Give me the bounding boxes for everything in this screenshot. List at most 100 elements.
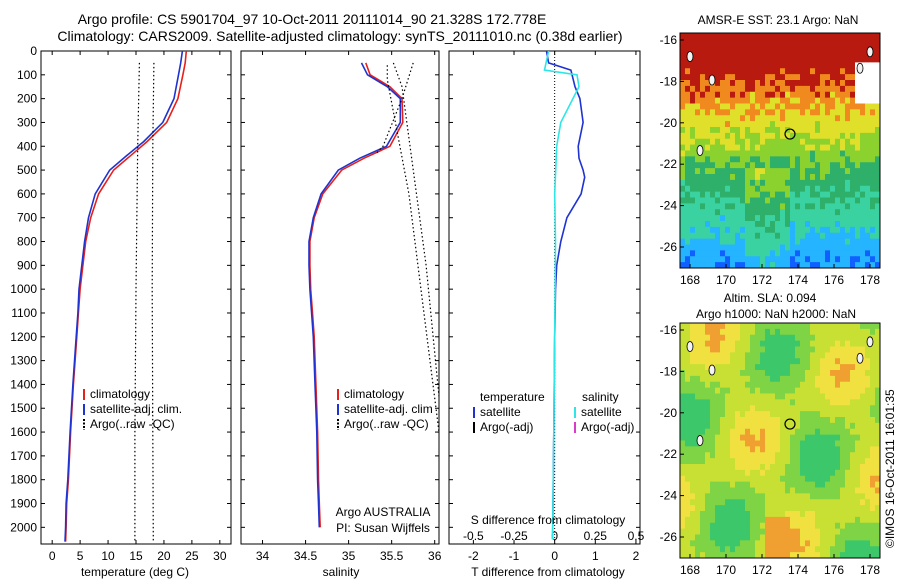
legend-label: Argo(..raw -QC) xyxy=(90,417,175,431)
map-x-tick-label: 178 xyxy=(860,563,880,577)
figure-title-line2: Climatology: CARS2009. Satellite-adjuste… xyxy=(57,28,622,44)
argo-annotation-line2: PI: Susan Wijffels xyxy=(336,521,430,535)
island-shape xyxy=(686,51,694,62)
legend-label: Argo(..raw -QC) xyxy=(344,417,429,431)
map-x-tick-label: 176 xyxy=(824,273,844,287)
map-y-tick-label: -20 xyxy=(660,406,678,420)
map-x-tick-label: 168 xyxy=(680,273,700,287)
map-y-tick-label: -22 xyxy=(660,447,678,461)
x-tick-label: 10 xyxy=(101,549,115,563)
map-field xyxy=(680,33,881,269)
depth-tick-label: 1700 xyxy=(10,449,37,463)
depth-tick-label: 1600 xyxy=(10,425,37,439)
island-shape xyxy=(686,341,694,352)
map-x-tick-label: 174 xyxy=(788,273,808,287)
map-x-tick-label: 172 xyxy=(752,273,772,287)
map-x-tick-label: 170 xyxy=(716,273,736,287)
legend-label: satellite xyxy=(480,405,521,419)
x-tick-label: 0 xyxy=(551,549,558,563)
x-tick-label: 1 xyxy=(592,549,599,563)
map-y-tick-label: -18 xyxy=(660,364,678,378)
island-shape xyxy=(856,352,864,364)
argo-location-marker xyxy=(784,128,796,140)
legend-label: Argo(-adj) xyxy=(480,420,533,434)
island-shape xyxy=(856,62,864,74)
map-x-tick-label: 174 xyxy=(788,563,808,577)
island-shape xyxy=(866,336,874,348)
depth-tick-label: 0 xyxy=(30,44,37,58)
legend-label: satellite-adj. clim xyxy=(344,402,433,416)
series-line-argo-raw-qc- xyxy=(386,65,439,433)
island-shape xyxy=(708,74,716,86)
salinity-xlabel: salinity xyxy=(323,565,360,579)
x-tick-label: 2 xyxy=(633,549,640,563)
island-shape xyxy=(696,435,704,446)
x-tick-label: 35.5 xyxy=(380,549,404,563)
legend-title: salinity xyxy=(582,390,619,404)
map-y-tick-label: -16 xyxy=(660,33,678,47)
map-frame xyxy=(679,322,881,559)
map-y-tick-label: -26 xyxy=(660,530,678,544)
map-frame xyxy=(679,32,881,269)
plot-frame xyxy=(40,50,232,545)
depth-tick-label: 800 xyxy=(17,235,37,249)
depth-tick-label: 700 xyxy=(17,211,37,225)
x-tick-label: 20 xyxy=(157,549,171,563)
plot-frame xyxy=(240,50,440,545)
depth-tick-label: 1300 xyxy=(10,354,37,368)
map-y-tick-label: -22 xyxy=(660,157,678,171)
x-tick-label: 0 xyxy=(49,549,56,563)
map-bottom-title-line2: Argo h1000: NaN h2000: NaN xyxy=(696,307,856,321)
legend-label: satellite xyxy=(581,405,622,419)
map-y-tick-label: -18 xyxy=(660,74,678,88)
map-top-title: AMSR-E SST: 23.1 Argo: NaN xyxy=(698,13,859,27)
depth-tick-label: 1000 xyxy=(10,282,37,296)
difference-xlabel-top: S difference from climatology xyxy=(471,513,626,527)
map-y-tick-label: -24 xyxy=(660,199,678,213)
map-bottom-title-line1: Altim. SLA: 0.094 xyxy=(724,291,817,305)
argo-annotation-line1: Argo AUSTRALIA xyxy=(336,505,431,519)
legend-label: satellite-adj. clim. xyxy=(90,402,182,416)
series-line-s-satellite xyxy=(543,51,580,540)
map-x-tick-label: 176 xyxy=(824,563,844,577)
top-tick-label: 0 xyxy=(551,529,558,543)
temperature-xlabel: temperature (deg C) xyxy=(81,565,189,579)
depth-tick-label: 500 xyxy=(17,163,37,177)
depth-tick-label: 200 xyxy=(17,92,37,106)
figure-title-line1: Argo profile: CS 5901704_97 10-Oct-2011 … xyxy=(78,11,547,27)
depth-tick-label: 2000 xyxy=(10,520,37,534)
difference-panel: -2 -1 0 1 2 -0.5 -0.25 0 0.25 0.5 temperature salin… xyxy=(448,50,645,563)
top-tick-label: -0.5 xyxy=(463,529,484,543)
difference-xlabel-bottom: T difference from climatology xyxy=(471,565,625,579)
series-line-climatology xyxy=(309,62,404,528)
series-line-argo-raw-qc- xyxy=(392,62,439,397)
series-line-satellite-adj-clim- xyxy=(64,51,184,542)
depth-tick-label: 1100 xyxy=(11,306,37,320)
map-y-tick-label: -16 xyxy=(660,323,678,337)
island-shape xyxy=(866,46,874,58)
map-x-tick-label: 168 xyxy=(680,563,700,577)
x-tick-label: -1 xyxy=(509,549,520,563)
x-tick-label: 30 xyxy=(213,549,227,563)
legend-title: temperature xyxy=(480,390,545,404)
series-line-satellite-adj-clim- xyxy=(308,62,402,528)
island-shape xyxy=(696,145,704,156)
plot-frame xyxy=(448,50,641,545)
argo-location-marker xyxy=(784,418,796,430)
depth-tick-label: 1400 xyxy=(10,377,37,391)
depth-tick-label: 1200 xyxy=(10,330,37,344)
map-sla: 168 170 172 174 176 178 -16 -18 -20 -22 -24 -26 xyxy=(660,322,881,577)
x-tick-label: -2 xyxy=(468,549,479,563)
depth-tick-label: 400 xyxy=(17,139,37,153)
map-y-tick-label: -20 xyxy=(660,116,678,130)
depth-tick-label: 100 xyxy=(17,68,37,82)
map-y-tick-label: -24 xyxy=(660,489,678,503)
imos-credit: ©IMOS 16-Oct-2011 16:01:35 xyxy=(883,389,897,548)
top-tick-label: 0.5 xyxy=(628,529,645,543)
legend-label: climatology xyxy=(90,387,150,401)
depth-tick-label: 1800 xyxy=(10,473,37,487)
x-tick-label: 34 xyxy=(256,549,270,563)
x-tick-label: 5 xyxy=(77,549,84,563)
depth-tick-label: 600 xyxy=(17,187,37,201)
x-tick-label: 36 xyxy=(428,549,442,563)
